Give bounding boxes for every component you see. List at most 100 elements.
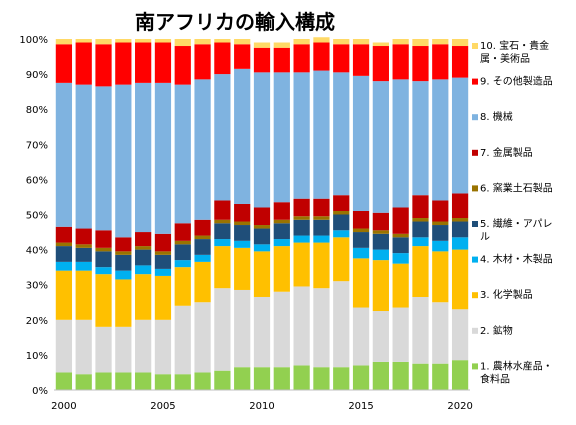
bar-segment-2009-series-6 [234, 221, 251, 226]
bar-segment-2020-series-9 [451, 46, 469, 78]
bar-segment-2001-series-7 [75, 228, 92, 245]
bar-segment-2017-series-9 [392, 44, 409, 80]
bar-segment-2005-series-8 [154, 82, 172, 234]
bar-segment-2016-series-10 [372, 42, 389, 47]
bar-segment-2010-series-7 [253, 207, 271, 226]
bar-segment-2014-series-2 [333, 281, 350, 368]
bar-segment-2014-series-6 [333, 210, 350, 215]
y-tick-label: 30% [26, 281, 48, 292]
bar-segment-2015-series-4 [352, 247, 370, 259]
bar-segment-2009-series-4 [234, 240, 251, 248]
bar-segment-2014-series-5 [333, 214, 350, 231]
bar-segment-2010-series-10 [253, 42, 271, 48]
bar-segment-2011-series-5 [273, 223, 290, 240]
y-tick-label: 50% [26, 211, 48, 222]
bar-segment-2019-series-3 [432, 251, 449, 303]
bar-segment-2005-series-7 [154, 233, 172, 252]
y-tick-label: 20% [26, 316, 48, 327]
bar-segment-2015-series-7 [352, 210, 370, 229]
bar-segment-2007-series-6 [194, 235, 211, 240]
bar-segment-2008-series-2 [214, 288, 231, 371]
bar-segment-2019-series-5 [432, 225, 449, 241]
bar-segment-2010-series-4 [253, 244, 271, 252]
bar-segment-2016-series-6 [372, 230, 389, 234]
legend-entry: 8. 機械 [480, 110, 513, 123]
bar-segment-2003-series-1 [115, 372, 132, 390]
bar-segment-2003-series-7 [115, 237, 132, 252]
bar-segment-2006-series-10 [174, 39, 191, 47]
bar-segment-2011-series-3 [273, 246, 290, 292]
y-tick-label: 70% [26, 140, 48, 151]
legend-entry: 9. その他製造品 [480, 75, 553, 88]
bar-segment-2014-series-9 [333, 44, 350, 73]
bar-segment-2004-series-1 [135, 372, 152, 390]
bar-segment-2019-series-6 [432, 221, 449, 226]
y-tick-label: 40% [26, 246, 48, 257]
bar-segment-2006-series-8 [174, 84, 191, 224]
bar-segment-2020-series-6 [451, 218, 469, 222]
bar-segment-2000-series-3 [55, 270, 73, 320]
bar-segment-2016-series-3 [372, 260, 389, 312]
bar-segment-2011-series-7 [273, 202, 290, 220]
legend-entry: 5. 繊維・アパレル [480, 217, 553, 243]
bar-segment-2011-series-8 [273, 72, 290, 203]
bar-segment-2000-series-6 [55, 242, 73, 247]
bar-segment-2016-series-5 [372, 233, 389, 250]
bar-segment-2014-series-3 [333, 237, 350, 282]
bar-segment-2016-series-9 [372, 46, 389, 82]
bar-segment-2019-series-9 [432, 44, 449, 80]
bar-segment-2004-series-10 [135, 39, 152, 43]
bar-segment-2012-series-1 [293, 365, 310, 390]
bar-segment-2005-series-5 [154, 254, 172, 269]
bar-segment-2014-series-1 [333, 367, 350, 390]
bar-segment-2017-series-5 [392, 237, 409, 254]
bar-segment-2006-series-4 [174, 260, 191, 268]
legend-swatch [472, 256, 478, 263]
bar-segment-2017-series-4 [392, 253, 409, 264]
bar-segment-2014-series-4 [333, 230, 350, 238]
bar-segment-2007-series-2 [194, 302, 211, 373]
legend-swatch [472, 114, 478, 121]
bar-segment-2005-series-3 [154, 275, 172, 320]
bar-segment-2002-series-8 [95, 86, 112, 231]
bar-segment-2010-series-8 [253, 72, 271, 208]
bar-segment-2006-series-1 [174, 374, 191, 390]
bar-segment-2009-series-9 [234, 44, 251, 69]
y-tick-label: 0% [32, 386, 48, 397]
legend-entry: 7. 金属製品 [480, 146, 533, 159]
bar-segment-2002-series-10 [95, 39, 112, 45]
bar-segment-2017-series-3 [392, 263, 409, 308]
bar-segment-2008-series-4 [214, 239, 231, 247]
bar-segment-2020-series-1 [451, 360, 469, 390]
bar-segment-2007-series-10 [194, 39, 211, 45]
bar-segment-2010-series-1 [253, 367, 271, 390]
bar-segment-2019-series-10 [432, 39, 449, 45]
bar-segment-2012-series-3 [293, 242, 310, 287]
legend-entry: 6. 窯業土石製品 [480, 181, 553, 194]
bar-segment-2002-series-6 [95, 247, 112, 252]
x-tick-label: 2000 [51, 401, 76, 412]
bar-segment-2014-series-7 [333, 195, 350, 211]
x-tick-label: 2010 [249, 401, 274, 412]
legend-swatch [472, 149, 478, 156]
bar-segment-2012-series-2 [293, 286, 310, 366]
y-tick-label: 10% [26, 351, 48, 362]
bar-segment-2016-series-2 [372, 311, 389, 362]
bar-segment-2006-series-6 [174, 240, 191, 245]
bar-segment-2019-series-7 [432, 200, 449, 222]
bar-segment-2015-series-1 [352, 365, 370, 390]
bar-segment-2019-series-1 [432, 363, 449, 390]
bar-segment-2002-series-2 [95, 326, 112, 373]
bar-segment-2015-series-3 [352, 258, 370, 308]
bar-segment-2018-series-7 [412, 195, 429, 218]
bar-segment-2013-series-7 [313, 198, 330, 217]
bar-segment-2009-series-10 [234, 39, 251, 45]
bar-segment-2008-series-6 [214, 219, 231, 224]
y-tick-label: 80% [26, 105, 48, 116]
bar-segment-2003-series-9 [115, 42, 132, 85]
bar-segment-2013-series-6 [313, 216, 330, 220]
bar-segment-2018-series-1 [412, 363, 429, 390]
bar-segment-2004-series-4 [135, 265, 152, 275]
x-tick-label: 2020 [447, 401, 472, 412]
bar-segment-2014-series-8 [333, 72, 350, 196]
